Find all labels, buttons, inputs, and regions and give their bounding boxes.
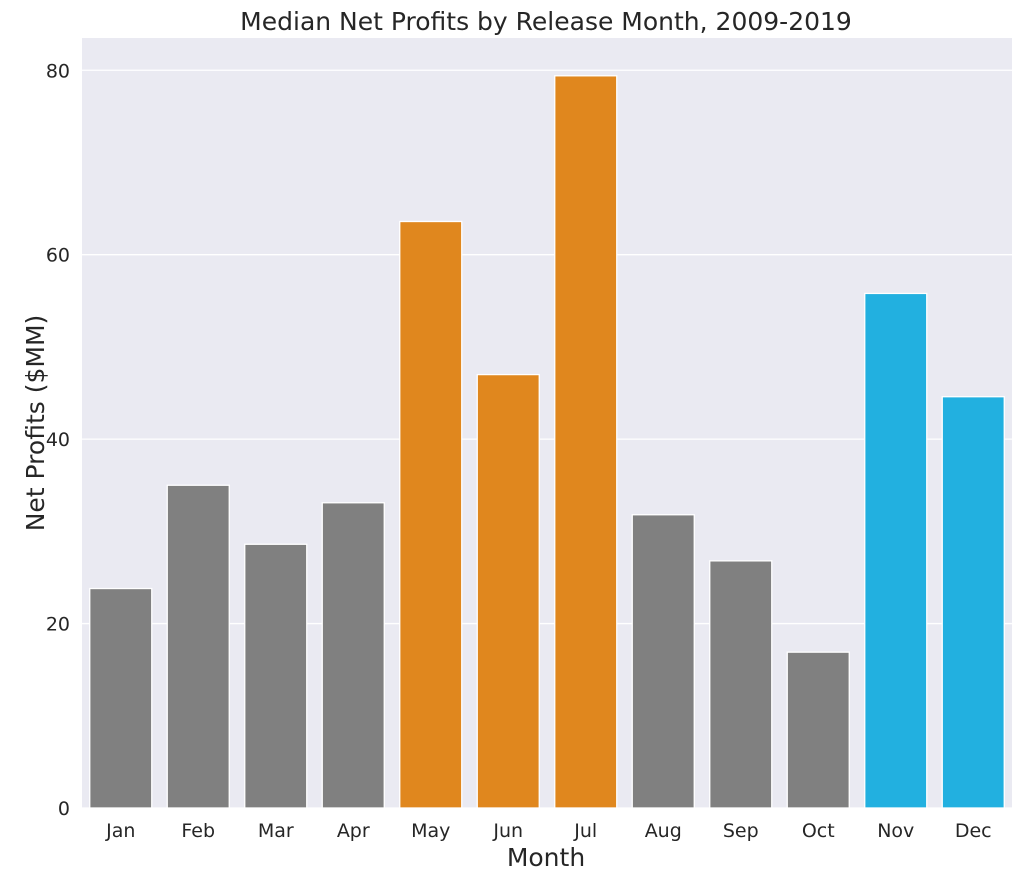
x-tick-label: May bbox=[411, 820, 450, 842]
gridlines bbox=[82, 69, 1012, 809]
bar-oct bbox=[786, 651, 850, 809]
x-tick-label: Sep bbox=[723, 820, 759, 842]
bar-dec bbox=[941, 396, 1005, 809]
x-tick-label: Feb bbox=[181, 820, 215, 842]
bar-jul bbox=[554, 75, 618, 809]
x-tick-label: Aug bbox=[645, 820, 682, 842]
y-tick-label: 80 bbox=[46, 60, 70, 82]
bar-apr bbox=[321, 502, 385, 809]
x-axis-label: Month bbox=[507, 843, 585, 872]
bar-jan bbox=[89, 587, 153, 809]
bar-aug bbox=[631, 514, 695, 809]
x-tick-label: Apr bbox=[337, 820, 370, 842]
y-axis-label: Net Profits ($MM) bbox=[21, 315, 50, 532]
y-axis-ticks: 0 20 40 60 80 bbox=[46, 60, 70, 820]
bars bbox=[89, 75, 1005, 809]
x-tick-label: Jul bbox=[573, 820, 597, 842]
x-tick-label: Nov bbox=[877, 820, 914, 842]
chart-title: Median Net Profits by Release Month, 200… bbox=[240, 7, 852, 36]
plot-area bbox=[82, 38, 1012, 808]
bar-mar bbox=[244, 543, 308, 809]
x-tick-label: Dec bbox=[955, 820, 992, 842]
x-tick-label: Oct bbox=[802, 820, 835, 842]
bar-feb bbox=[166, 484, 230, 809]
x-axis-ticks: Jan Feb Mar Apr May Jun Jul Aug Sep Oct Nov Dec bbox=[105, 820, 992, 842]
y-tick-label: 60 bbox=[46, 245, 70, 267]
x-tick-label: Jan bbox=[105, 820, 135, 842]
bar-nov bbox=[864, 292, 928, 809]
y-tick-label: 20 bbox=[46, 614, 70, 636]
y-tick-label: 40 bbox=[46, 429, 70, 451]
x-tick-label: Jun bbox=[492, 820, 523, 842]
bar-sep bbox=[709, 560, 773, 809]
bar-jun bbox=[476, 373, 540, 809]
x-tick-label: Mar bbox=[258, 820, 294, 842]
y-tick-label: 0 bbox=[58, 798, 70, 820]
bar-may bbox=[399, 220, 463, 809]
